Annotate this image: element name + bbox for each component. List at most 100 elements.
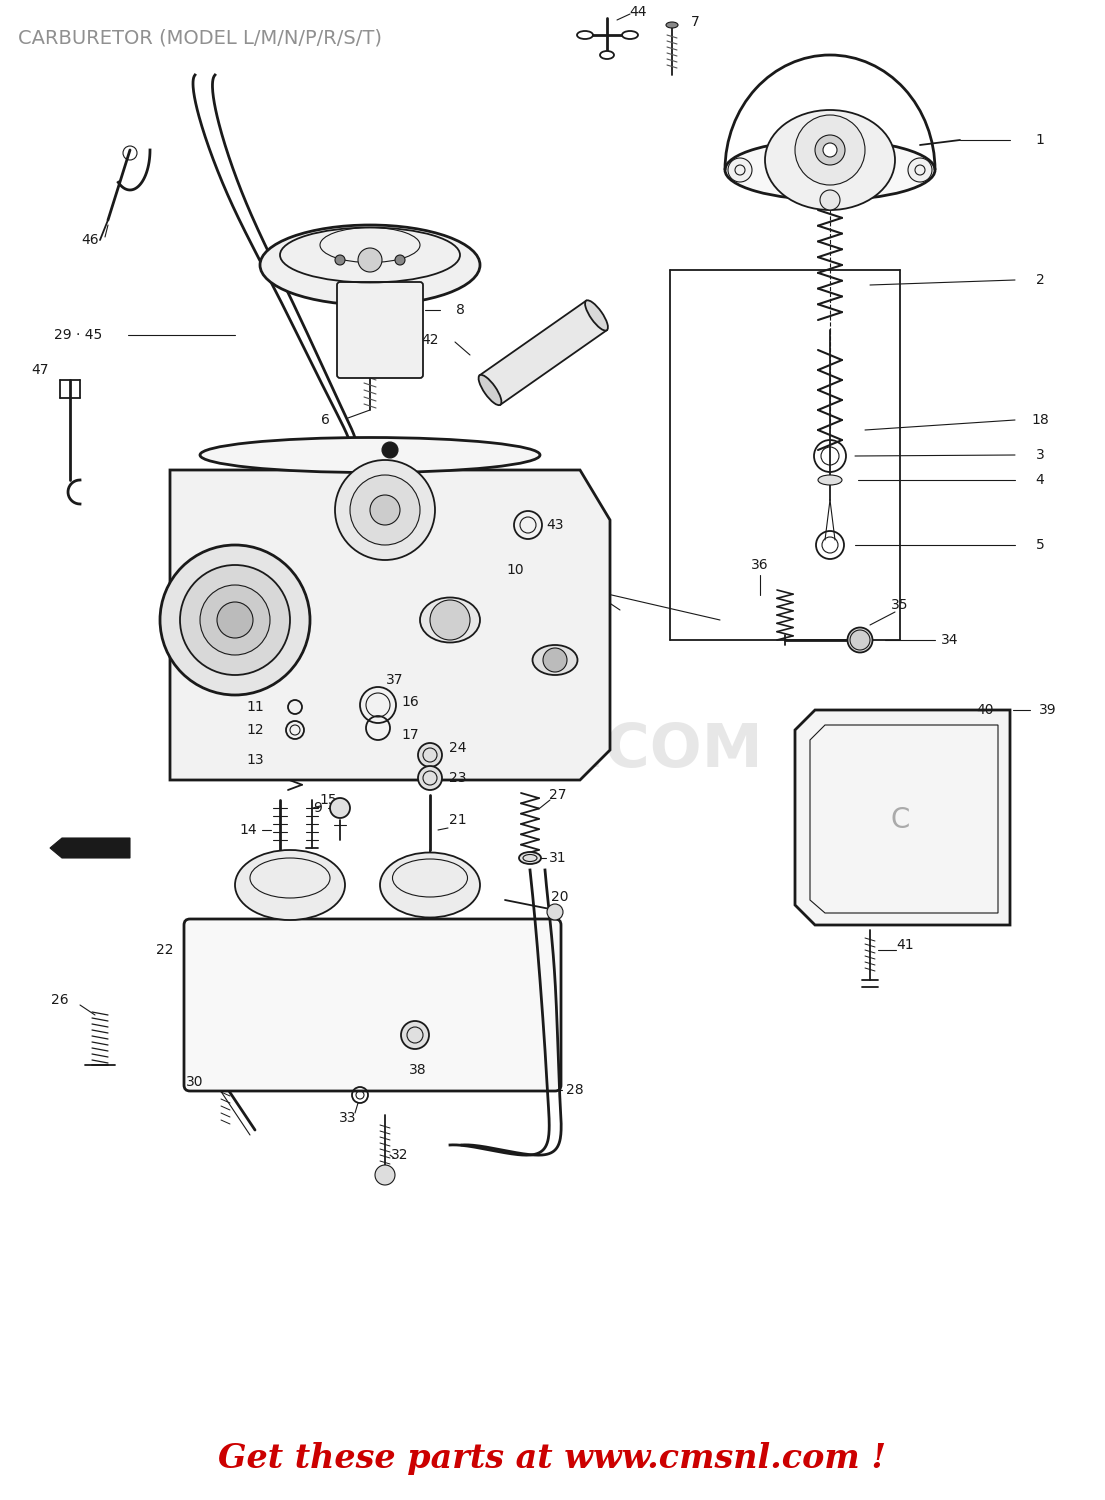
Text: 34: 34 xyxy=(941,633,959,646)
Ellipse shape xyxy=(666,22,678,28)
Polygon shape xyxy=(170,470,610,780)
Circle shape xyxy=(330,798,350,818)
Circle shape xyxy=(382,442,398,458)
Ellipse shape xyxy=(818,476,842,484)
Text: Get these parts at www.cmsnl.com !: Get these parts at www.cmsnl.com ! xyxy=(218,1442,886,1474)
Text: 3: 3 xyxy=(1035,448,1044,462)
Polygon shape xyxy=(50,839,130,858)
Ellipse shape xyxy=(622,32,638,39)
Circle shape xyxy=(418,766,442,790)
Text: 35: 35 xyxy=(892,598,908,612)
Text: 13: 13 xyxy=(246,753,264,766)
Circle shape xyxy=(418,742,442,766)
Ellipse shape xyxy=(848,627,873,652)
Text: 20: 20 xyxy=(551,890,569,904)
Text: 39: 39 xyxy=(1039,704,1056,717)
Text: 40: 40 xyxy=(976,704,993,717)
Ellipse shape xyxy=(420,597,480,642)
Circle shape xyxy=(370,495,400,525)
Text: 15: 15 xyxy=(319,794,337,807)
Text: 36: 36 xyxy=(751,558,769,572)
Text: 25: 25 xyxy=(332,442,349,458)
Text: 46: 46 xyxy=(81,232,98,248)
Ellipse shape xyxy=(200,438,540,472)
Ellipse shape xyxy=(260,225,480,304)
Circle shape xyxy=(543,648,567,672)
Ellipse shape xyxy=(235,850,345,920)
Circle shape xyxy=(217,602,253,638)
Text: 16: 16 xyxy=(401,694,419,709)
Circle shape xyxy=(200,585,270,656)
Text: 6: 6 xyxy=(320,413,329,428)
Text: 21: 21 xyxy=(450,813,466,826)
FancyBboxPatch shape xyxy=(337,282,423,378)
Circle shape xyxy=(358,248,382,272)
Text: 22: 22 xyxy=(156,944,173,957)
Text: 1: 1 xyxy=(1035,134,1044,147)
Circle shape xyxy=(401,1022,429,1048)
Text: 43: 43 xyxy=(546,518,564,532)
Circle shape xyxy=(815,135,845,165)
Text: 7: 7 xyxy=(691,15,699,28)
Ellipse shape xyxy=(600,51,614,58)
Text: 23: 23 xyxy=(450,771,466,784)
Text: CMSNL.COM: CMSNL.COM xyxy=(341,720,762,780)
Ellipse shape xyxy=(725,140,935,200)
Text: 26: 26 xyxy=(51,993,69,1006)
Circle shape xyxy=(547,904,564,920)
Text: CARBURETOR (MODEL L/M/N/P/R/S/T): CARBURETOR (MODEL L/M/N/P/R/S/T) xyxy=(18,28,382,46)
Text: 33: 33 xyxy=(339,1112,357,1125)
Text: 9: 9 xyxy=(314,801,323,814)
Circle shape xyxy=(794,116,865,184)
Text: 24: 24 xyxy=(450,741,466,754)
FancyBboxPatch shape xyxy=(185,920,561,1090)
Text: 12: 12 xyxy=(246,723,264,736)
Ellipse shape xyxy=(533,645,578,675)
Ellipse shape xyxy=(585,300,608,330)
Polygon shape xyxy=(794,710,1010,926)
Circle shape xyxy=(350,476,420,544)
Text: 30: 30 xyxy=(187,1076,203,1089)
Text: 27: 27 xyxy=(549,788,567,802)
Ellipse shape xyxy=(519,852,541,864)
Text: 42: 42 xyxy=(421,333,439,346)
Polygon shape xyxy=(480,300,607,405)
Ellipse shape xyxy=(577,32,593,39)
Circle shape xyxy=(728,158,753,182)
Circle shape xyxy=(823,142,836,158)
Circle shape xyxy=(335,255,345,266)
Circle shape xyxy=(160,544,311,694)
Text: FWC: FWC xyxy=(77,842,108,855)
Circle shape xyxy=(180,566,290,675)
Circle shape xyxy=(820,190,840,210)
Text: 5: 5 xyxy=(1035,538,1044,552)
Text: 41: 41 xyxy=(896,938,914,952)
Text: 18: 18 xyxy=(1031,413,1049,428)
Text: 14: 14 xyxy=(239,824,256,837)
Circle shape xyxy=(850,630,870,650)
Text: 2: 2 xyxy=(1035,273,1044,286)
Circle shape xyxy=(375,1166,394,1185)
Text: 29 · 45: 29 · 45 xyxy=(54,328,102,342)
Text: 19: 19 xyxy=(239,871,256,885)
Text: 8: 8 xyxy=(455,303,464,316)
Text: 4: 4 xyxy=(1035,472,1044,488)
Text: 11: 11 xyxy=(246,700,264,714)
Text: C: C xyxy=(891,806,909,834)
Ellipse shape xyxy=(380,852,480,918)
Text: 32: 32 xyxy=(391,1148,409,1162)
Text: 47: 47 xyxy=(31,363,49,376)
Text: 10: 10 xyxy=(506,562,524,578)
Text: 38: 38 xyxy=(409,1064,427,1077)
Text: 44: 44 xyxy=(629,4,646,20)
Text: 28: 28 xyxy=(566,1083,583,1096)
Ellipse shape xyxy=(478,375,502,405)
Ellipse shape xyxy=(765,110,895,210)
Text: 17: 17 xyxy=(401,728,419,742)
Text: 31: 31 xyxy=(549,850,567,865)
Circle shape xyxy=(908,158,932,182)
Text: 37: 37 xyxy=(387,674,403,687)
Circle shape xyxy=(430,600,470,640)
Circle shape xyxy=(335,460,435,560)
Circle shape xyxy=(394,255,406,266)
